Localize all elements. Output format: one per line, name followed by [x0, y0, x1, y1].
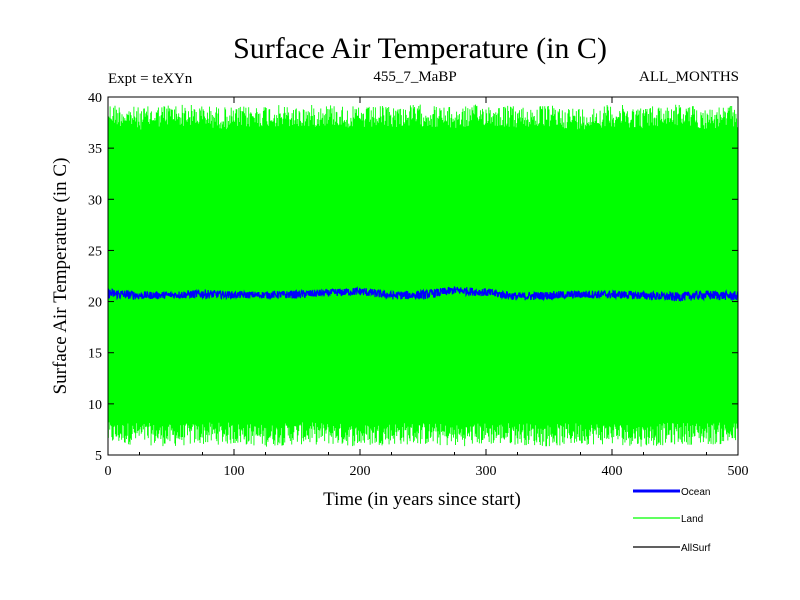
legend-label-allsurf: AllSurf [681, 543, 711, 554]
series-line-land [108, 104, 738, 447]
series-line-ocean [108, 286, 738, 302]
y-tick-label: 10 [88, 398, 102, 413]
y-axis-label: Surface Air Temperature (in C) [50, 158, 71, 395]
chart-subtitle-center: 455_7_MaBP [373, 69, 456, 85]
legend: Ocean Land AllSurf [633, 487, 711, 554]
chart-subtitle-right: ALL_MONTHS [639, 69, 739, 85]
chart-subtitle-left: Expt = teXYn [108, 71, 193, 87]
chart-title: Surface Air Temperature (in C) [233, 32, 607, 65]
plot-area [108, 104, 738, 447]
x-tick-label: 400 [602, 464, 623, 479]
legend-label-ocean: Ocean [681, 487, 710, 498]
y-tick-label: 20 [88, 296, 102, 311]
y-tick-label: 35 [88, 142, 102, 157]
x-tick-label: 200 [350, 464, 371, 479]
plot-frame [107, 96, 739, 456]
y-tick-label: 25 [88, 244, 102, 259]
y-tick-label: 40 [88, 91, 102, 106]
x-axis-label: Time (in years since start) [323, 489, 521, 510]
x-tick-label: 500 [728, 464, 749, 479]
y-tick-label: 15 [88, 347, 102, 362]
y-tick-label: 5 [95, 449, 102, 464]
x-tick-label: 300 [476, 464, 497, 479]
x-tick-label: 0 [105, 464, 112, 479]
x-tick-label: 100 [224, 464, 245, 479]
legend-label-land: Land [681, 514, 703, 525]
y-tick-label: 30 [88, 193, 102, 208]
axes: 0 100 200 300 400 500 5 10 15 20 25 30 35 40 [88, 91, 749, 479]
